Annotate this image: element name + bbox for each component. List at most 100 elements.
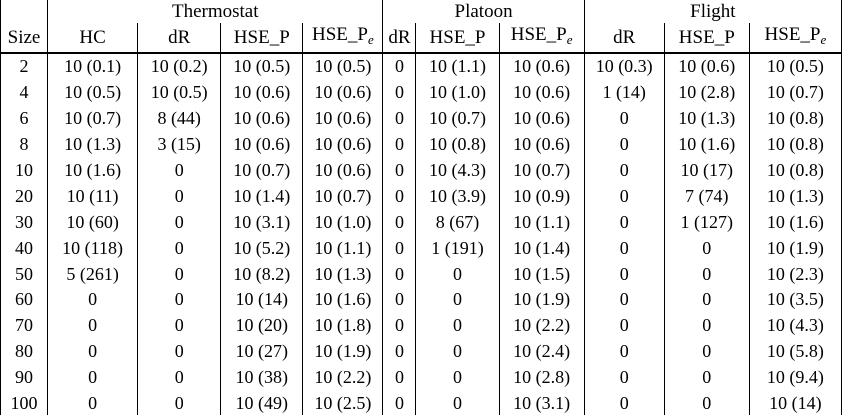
table-cell: 10 (0.1) xyxy=(47,53,139,80)
table-cell: 10 (4.3) xyxy=(766,315,824,336)
table-cell: 10 (0.5) xyxy=(137,79,222,106)
table-cell: 0 xyxy=(382,79,417,106)
table-cell: 10 (5.8) xyxy=(766,341,824,362)
column-label-subscript: e xyxy=(367,32,374,47)
table-cell: 0 xyxy=(382,53,417,80)
table-cell: 10 (1.0) xyxy=(302,209,384,236)
table-cell: 10 (17) xyxy=(664,157,750,184)
table-cell: 0 xyxy=(415,338,500,365)
table-cell: 10 (0.8) xyxy=(415,131,500,158)
table-cell: 0 xyxy=(382,235,417,262)
column-label: HSE_P xyxy=(429,26,486,48)
group-header-flight: Flight xyxy=(690,1,736,22)
table-cell: 0 xyxy=(382,105,417,132)
table-cell: 0 xyxy=(382,183,417,210)
table-cell: 10 (4.3) xyxy=(415,157,500,184)
size-cell: 30 xyxy=(0,209,49,236)
table-cell: 0 xyxy=(584,105,665,132)
table-row: 50 5 (261) 0 10 (8.2) 10 (1.3) 0 0 10 (1.5) 0 0 10… xyxy=(0,261,842,288)
column-label: dR xyxy=(388,26,411,48)
table-cell: 10 (0.7) xyxy=(47,105,139,132)
size-cell: 6 xyxy=(0,105,49,132)
table-cell: 10 (118) xyxy=(47,235,139,262)
table-cell: 0 xyxy=(137,364,222,391)
table-cell: 0 xyxy=(584,312,665,339)
table-cell: 10 (2.3) xyxy=(766,263,824,284)
table-cell: 0 xyxy=(664,390,750,415)
table-cell: 10 (1.1) xyxy=(499,209,585,236)
table-cell: 0 xyxy=(584,364,665,391)
size-cell: 70 xyxy=(0,312,49,339)
table-cell: 10 (1.1) xyxy=(302,235,384,262)
column-label: HSE_P xyxy=(678,26,735,48)
table-cell: 0 xyxy=(584,338,665,365)
table-cell: 10 (0.6) xyxy=(302,131,384,158)
table-cell: 10 (1.4) xyxy=(499,235,585,262)
table-cell: 1 (14) xyxy=(584,79,665,106)
table-cell: 10 (0.5) xyxy=(302,53,384,80)
table-header: Thermostat Platoon Flight Size HC dR HSE_P HSE… xyxy=(0,0,842,54)
table-cell: 10 (1.3) xyxy=(47,131,139,158)
table-row: 60 0 0 10 (14) 10 (1.6) 0 0 10 (1.9) 0 0 10 (3.5) xyxy=(0,287,842,313)
table-row: 2 10 (0.1) 10 (0.2) 10 (0.5) 10 (0.5) 0 10 (1.… xyxy=(0,53,842,80)
table-cell: 0 xyxy=(47,364,139,391)
table-cell: 10 (0.6) xyxy=(302,157,384,184)
table-cell: 10 (27) xyxy=(220,338,304,365)
table-cell: 10 (49) xyxy=(220,390,304,415)
table-cell: 10 (1.3) xyxy=(302,261,384,288)
table-cell: 0 xyxy=(382,157,417,184)
table-cell: 10 (1.6) xyxy=(47,157,139,184)
group-header-platoon: Platoon xyxy=(382,0,585,23)
table-cell: 10 (0.6) xyxy=(302,105,384,132)
table-cell: 10 (1.9) xyxy=(499,287,585,313)
table-cell: 10 (0.6) xyxy=(499,79,585,106)
column-header-dr: dR xyxy=(382,23,417,54)
column-header-hse-p: HSE_P xyxy=(415,23,500,54)
table-cell: 0 xyxy=(382,390,417,415)
table-cell: 0 xyxy=(584,183,665,210)
table-cell: 10 (0.7) xyxy=(220,157,304,184)
table-cell: 8 (44) xyxy=(137,105,222,132)
table-cell: 0 xyxy=(415,287,500,313)
table-cell: 0 xyxy=(137,338,222,365)
table-cell: 10 (0.8) xyxy=(766,160,824,180)
table-cell: 0 xyxy=(584,261,665,288)
size-cell: 80 xyxy=(0,338,49,365)
column-header-size: Size xyxy=(0,23,49,54)
table-cell: 0 xyxy=(47,338,139,365)
table-cell: 10 (2.5) xyxy=(302,390,384,415)
table-cell: 0 xyxy=(584,131,665,158)
size-cell: 10 xyxy=(0,157,49,184)
column-label-subscript: e xyxy=(566,32,573,47)
table-cell: 10 (1.9) xyxy=(766,237,824,258)
table-cell: 10 (2.8) xyxy=(664,79,750,106)
table-cell: 10 (0.6) xyxy=(664,53,750,80)
table-cell: 0 xyxy=(664,287,750,313)
table-row: 100 0 0 10 (49) 10 (2.5) 0 0 10 (3.1) 0 0 10 (14) xyxy=(0,390,842,415)
table-cell: 0 xyxy=(137,209,222,236)
table-cell: 10 (0.5) xyxy=(766,56,824,77)
table-cell: 10 (1.3) xyxy=(766,185,824,206)
table-cell: 0 xyxy=(47,390,139,415)
table-cell: 0 xyxy=(415,390,500,415)
table-cell: 10 (0.6) xyxy=(302,79,384,106)
column-header-dr: dR xyxy=(137,23,222,54)
column-label: HSE_P xyxy=(764,24,821,45)
table-cell: 10 (1.6) xyxy=(664,131,750,158)
table-cell: 10 (3.1) xyxy=(499,390,585,415)
table-cell: 0 xyxy=(664,261,750,288)
table-cell: 10 (3.5) xyxy=(766,289,824,310)
table-cell: 10 (0.7) xyxy=(302,183,384,210)
header-group-row: Thermostat Platoon Flight xyxy=(0,0,842,23)
column-label: dR xyxy=(613,26,636,48)
size-cell: 20 xyxy=(0,183,49,210)
table-row: 20 10 (11) 0 10 (1.4) 10 (0.7) 0 10 (3.9) 10 (0… xyxy=(0,183,842,210)
table-cell: 10 (0.6) xyxy=(220,131,304,158)
column-label: Size xyxy=(7,26,41,48)
size-cell: 50 xyxy=(0,261,49,288)
table-row: 90 0 0 10 (38) 10 (2.2) 0 0 10 (2.8) 0 0 10 (9.4) xyxy=(0,364,842,391)
table-cell: 10 (9.4) xyxy=(766,367,824,388)
table-cell: 10 (0.8) xyxy=(766,134,824,155)
table-cell: 10 (0.6) xyxy=(499,105,585,132)
table-cell: 10 (0.5) xyxy=(47,79,139,106)
